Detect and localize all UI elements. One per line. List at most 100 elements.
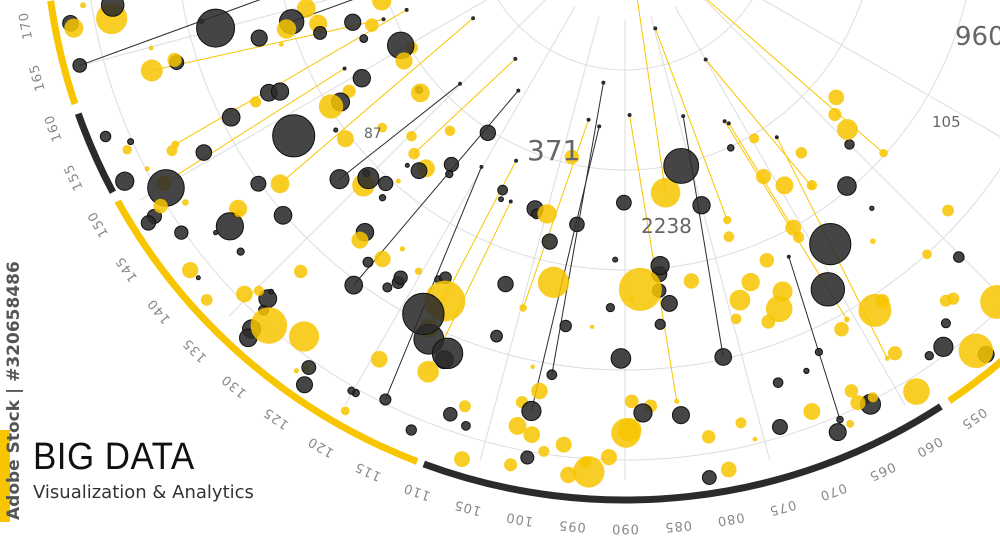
yellow-bubble: [182, 261, 199, 279]
yellow-bubble: [858, 293, 892, 327]
yellow-bubble: [729, 289, 751, 311]
connector-line: [163, 68, 345, 184]
dark-bubble: [213, 230, 219, 236]
yellow-bubble: [250, 307, 288, 344]
connector-line: [175, 9, 407, 145]
yellow-bubble: [200, 293, 213, 306]
dark-bubble: [490, 329, 503, 343]
dark-bubble: [803, 367, 810, 374]
yellow-bubble: [408, 147, 420, 160]
yellow-bubble: [374, 250, 391, 268]
connector-end-dot: [471, 16, 476, 21]
ring-segment: [74, 112, 116, 194]
connector-line: [788, 256, 841, 420]
dark-bubble: [497, 275, 514, 293]
dark-bubble: [541, 233, 558, 250]
yellow-bubble: [153, 198, 168, 214]
yellow-bubble: [683, 273, 700, 289]
yellow-bubble: [410, 83, 430, 103]
scale-label: 165: [27, 62, 49, 93]
yellow-bubble: [903, 378, 930, 405]
yellow-bubble: [537, 204, 557, 224]
yellow-bubble: [377, 122, 388, 133]
dark-bubble: [837, 176, 857, 196]
dark-bubble: [147, 169, 185, 207]
grid-radial: [479, 16, 600, 462]
yellow-bubble: [458, 400, 471, 413]
dark-bubble: [250, 175, 267, 192]
connector-line: [291, 0, 354, 23]
dark-bubble: [215, 212, 244, 241]
yellow-bubble: [844, 316, 850, 323]
connector-end-dot: [653, 26, 658, 31]
dark-bubble: [445, 169, 454, 179]
connector-end-dot: [516, 88, 521, 93]
connector-end-dot: [586, 117, 591, 122]
scale-label: 070: [817, 480, 848, 504]
scale-label: 125: [261, 404, 292, 432]
yellow-bubble: [250, 96, 262, 108]
dark-bubble: [344, 275, 364, 295]
dark-bubble: [479, 124, 497, 141]
yellow-bubble: [519, 304, 527, 312]
scale-label: 090: [611, 521, 639, 536]
yellow-bubble: [735, 417, 747, 429]
dark-bubble: [295, 376, 314, 394]
yellow-bubble: [922, 249, 932, 260]
connector-end-dot: [458, 81, 463, 86]
grid-radial: [650, 16, 771, 462]
yellow-bubble: [144, 166, 150, 172]
yellow-bubble: [234, 209, 243, 217]
yellow-bubble: [293, 368, 300, 374]
grid-radial: [674, 6, 906, 406]
watermark: Adobe Stock | #320658486: [4, 261, 24, 520]
yellow-bubble: [370, 350, 388, 368]
dark-bubble: [521, 400, 542, 422]
dark-bubble: [940, 318, 951, 329]
dark-bubble: [661, 294, 678, 312]
dark-bubble: [270, 82, 290, 101]
ring-segment: [47, 0, 79, 106]
yellow-bubble: [365, 18, 379, 32]
grid-radial: [139, 0, 488, 201]
yellow-bubble: [765, 295, 793, 323]
dark-bubble: [195, 275, 201, 281]
yellow-bubble: [555, 436, 572, 453]
yellow-bubble: [785, 219, 802, 236]
dark-bubble: [933, 336, 954, 357]
yellow-bubble: [288, 321, 320, 352]
connector-end-dot: [774, 135, 779, 140]
dark-bubble: [196, 8, 236, 48]
yellow-bubble: [870, 238, 876, 245]
yellow-bubble: [720, 461, 737, 478]
yellow-bubble: [879, 148, 888, 158]
yellow-bubble: [761, 314, 776, 329]
connector-end-dot: [722, 119, 727, 124]
connector-line: [79, 0, 261, 66]
yellow-bubble: [80, 2, 87, 9]
yellow-bubble: [958, 333, 994, 369]
scale-label: 100: [504, 509, 534, 529]
connector-line: [654, 28, 728, 221]
yellow-bubble: [589, 324, 595, 330]
yellow-bubble: [504, 458, 518, 472]
dark-bubble: [313, 26, 328, 40]
yellow-bubble: [444, 125, 456, 137]
dark-bubble: [352, 69, 371, 88]
connector-end-dot: [404, 7, 409, 12]
connector-line: [384, 166, 482, 400]
yellow-bubble: [351, 231, 369, 249]
polar-grid: [83, 0, 1000, 480]
yellow-bubble: [828, 108, 842, 122]
yellow-bubble: [752, 436, 758, 442]
connector-line: [339, 83, 461, 180]
scale-label: 055: [958, 404, 989, 432]
connector-end-dot: [726, 121, 731, 126]
dark-bubble: [344, 13, 362, 31]
yellow-bubble: [749, 133, 760, 144]
dark-bubble: [195, 144, 213, 161]
connector-line: [151, 18, 384, 71]
connector-end-dot: [508, 199, 513, 204]
yellow-bubble: [844, 384, 859, 398]
yellow-bubble: [617, 417, 642, 442]
